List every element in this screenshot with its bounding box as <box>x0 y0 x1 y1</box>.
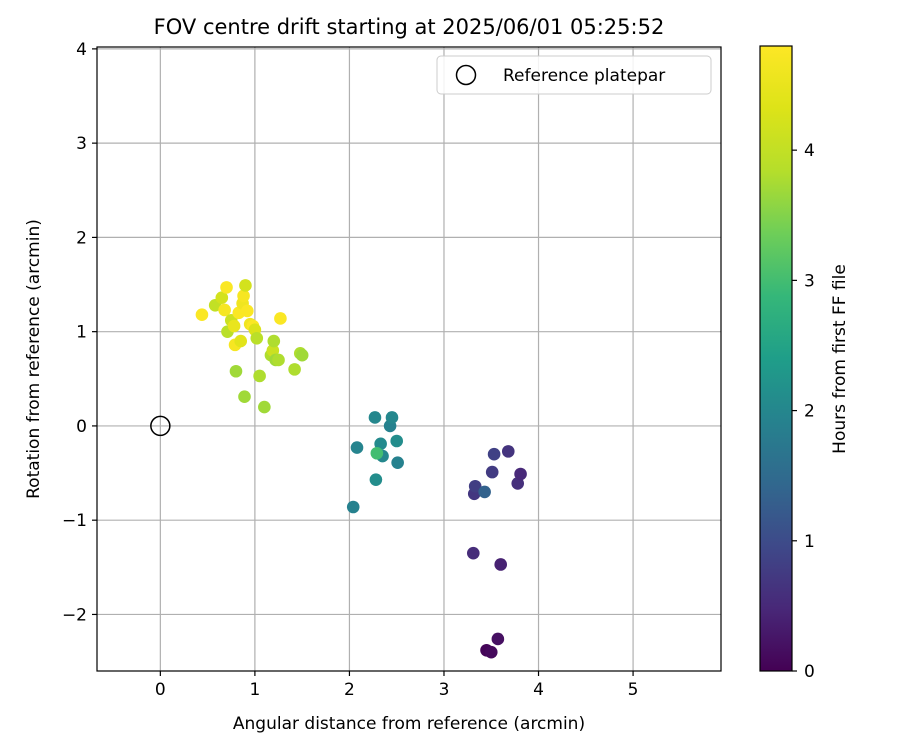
scatter-point <box>368 411 382 424</box>
scatter-point <box>237 289 250 303</box>
scatter-point <box>494 558 508 571</box>
scatter-point <box>234 334 248 348</box>
x-tick-label: 0 <box>155 680 166 700</box>
y-tick-label: 1 <box>76 323 87 343</box>
x-tick-label: 5 <box>628 680 639 700</box>
scatter-points <box>195 279 527 659</box>
colorbar-tick-label: 4 <box>804 141 815 161</box>
scatter-point <box>227 319 241 333</box>
x-tick-label: 2 <box>344 680 355 700</box>
scatter-point <box>385 411 399 424</box>
x-tick-label: 4 <box>533 680 544 700</box>
y-axis-label: Rotation from reference (arcmin) <box>24 219 44 499</box>
colorbar-label: Hours from first FF file <box>830 264 850 454</box>
grid <box>97 47 721 671</box>
colorbar-gradient <box>759 45 793 672</box>
scatter-point <box>250 331 264 345</box>
y-tick-label: −1 <box>62 511 87 531</box>
scatter-point <box>195 308 209 321</box>
x-axis-label: Angular distance from reference (arcmin) <box>233 714 585 734</box>
scatter-point <box>484 645 498 659</box>
plot-background <box>97 47 721 671</box>
y-axis-ticks: −2 −1 0 1 2 3 4 <box>62 40 97 625</box>
scatter-point <box>468 479 482 493</box>
reference-platepar-marker <box>150 415 171 437</box>
scatter-point <box>390 434 404 448</box>
scatter-point <box>350 441 364 454</box>
y-tick-label: 4 <box>76 40 87 60</box>
scatter-point <box>295 348 309 362</box>
legend-marker-reference <box>455 64 477 86</box>
plot-frame <box>96 46 722 672</box>
scatter-point <box>370 446 384 460</box>
scatter-point <box>239 279 252 292</box>
scatter-point <box>466 546 480 560</box>
scatter-point <box>253 369 266 383</box>
scatter-point <box>220 281 233 294</box>
plot-area: 0 1 2 3 4 5 −2 −1 0 1 2 3 4 Reference platepar <box>62 40 722 700</box>
scatter-point <box>238 390 251 404</box>
y-tick-label: 2 <box>76 228 87 248</box>
scatter-point <box>274 312 287 325</box>
colorbar-tick-label: 0 <box>804 662 815 682</box>
legend-box <box>436 55 712 95</box>
y-tick-label: 0 <box>76 417 87 437</box>
scatter-point <box>229 364 243 378</box>
scatter-point <box>491 632 505 646</box>
scatter-point <box>485 465 499 479</box>
colorbar-tick-label: 3 <box>804 271 815 291</box>
scatter-point <box>346 500 360 514</box>
scatter-point <box>391 456 404 469</box>
scatter-point <box>501 445 515 458</box>
chart-title: FOV centre drift starting at 2025/06/01 … <box>154 15 665 39</box>
colorbar-ticks: 0 1 2 3 4 <box>792 141 815 682</box>
scatter-point <box>487 447 501 461</box>
scatter-point <box>288 363 301 376</box>
colorbar-tick-label: 1 <box>804 532 815 552</box>
scatter-point <box>369 473 383 486</box>
scatter-point <box>215 291 229 305</box>
scatter-point <box>241 304 254 318</box>
x-tick-label: 1 <box>249 680 260 700</box>
y-tick-label: −2 <box>62 605 87 625</box>
scatter-point <box>272 353 285 367</box>
scatter-point <box>258 400 271 414</box>
legend: Reference platepar <box>436 55 712 95</box>
colorbar-tick-label: 2 <box>804 402 815 422</box>
scatter-point <box>478 485 491 499</box>
scatter-point <box>374 437 387 451</box>
scatter-point <box>514 467 527 481</box>
colorbar: 0 1 2 3 4 Hours from first FF file <box>759 45 850 682</box>
y-tick-label: 3 <box>76 134 87 154</box>
legend-label-reference: Reference platepar <box>503 66 665 86</box>
x-axis-ticks: 0 1 2 3 4 5 <box>155 671 639 700</box>
x-tick-label: 3 <box>439 680 450 700</box>
scatter-point <box>267 334 281 348</box>
scatter-point <box>218 303 231 317</box>
